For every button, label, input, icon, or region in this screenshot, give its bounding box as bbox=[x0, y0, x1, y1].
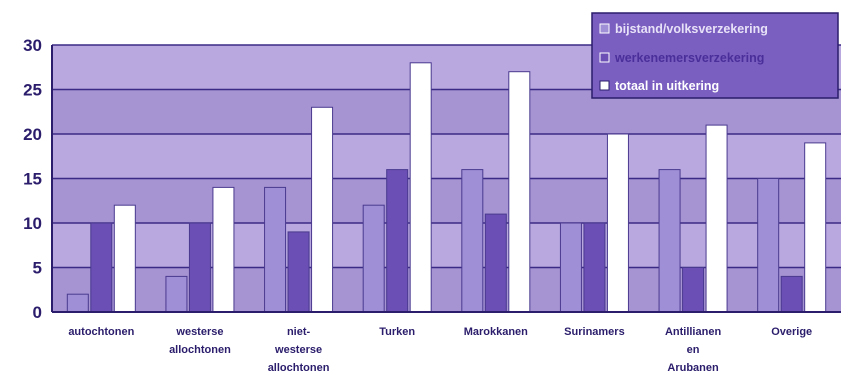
y-tick-label: 25 bbox=[23, 81, 42, 100]
category-label: Antillianen en Arubanen bbox=[665, 326, 722, 374]
legend-box bbox=[591, 12, 839, 99]
bar-totaal bbox=[508, 71, 531, 313]
y-tick-label: 20 bbox=[23, 125, 42, 144]
bar-werkenemers bbox=[386, 169, 409, 313]
legend-swatch-werkenemers bbox=[599, 52, 610, 63]
bar-werkenemers bbox=[780, 275, 803, 313]
category-label: niet-westerse allochtonen bbox=[268, 326, 330, 374]
legend-item-werkenemers: werkenemersverzekering bbox=[599, 51, 764, 65]
bar-werkenemers bbox=[287, 231, 310, 313]
bar-totaal bbox=[606, 133, 629, 313]
bar-bijstand bbox=[66, 293, 89, 313]
bar-bijstand bbox=[757, 178, 780, 313]
bar-totaal bbox=[409, 62, 432, 313]
category-label: Marokkanen bbox=[464, 326, 528, 338]
category-label: Overige bbox=[771, 326, 812, 338]
legend-label-totaal: totaal in uitkering bbox=[615, 79, 719, 93]
legend-swatch-bijstand bbox=[599, 23, 610, 34]
bar-werkenemers bbox=[188, 222, 211, 313]
bars bbox=[66, 62, 827, 313]
y-tick-label: 0 bbox=[33, 303, 42, 322]
bar-bijstand bbox=[658, 169, 681, 313]
category-labels: autochtonen westerse allochtonen niet-weste… bbox=[68, 326, 812, 374]
legend-label-bijstand: bijstand/volksverzekering bbox=[615, 22, 768, 36]
bar-bijstand bbox=[362, 204, 385, 313]
bar-werkenemers bbox=[583, 222, 606, 313]
legend-item-bijstand: bijstand/volksverzekering bbox=[599, 22, 768, 36]
y-tick-label: 10 bbox=[23, 214, 42, 233]
bar-totaal bbox=[212, 186, 235, 313]
bar-bijstand bbox=[559, 222, 582, 313]
bar-totaal bbox=[311, 106, 334, 313]
y-tick-label: 15 bbox=[23, 170, 42, 189]
category-label: westerse allochtonen bbox=[169, 326, 231, 356]
bar-bijstand bbox=[264, 186, 287, 313]
bar-bijstand bbox=[165, 275, 188, 313]
bar-totaal bbox=[804, 142, 827, 313]
category-label: Surinamers bbox=[564, 326, 625, 338]
legend-item-totaal: totaal in uitkering bbox=[599, 79, 719, 93]
bar-werkenemers bbox=[682, 267, 705, 313]
bar-werkenemers bbox=[90, 222, 113, 313]
legend-swatch-totaal bbox=[599, 80, 610, 91]
y-tick-label: 5 bbox=[33, 259, 42, 278]
bar-bijstand bbox=[461, 169, 484, 313]
legend-label-werkenemers: werkenemersverzekering bbox=[614, 51, 764, 65]
bar-totaal bbox=[705, 124, 728, 313]
bar-werkenemers bbox=[484, 213, 507, 313]
y-tick-label: 30 bbox=[23, 36, 42, 55]
legend: bijstand/volksverzekering werkenemersver… bbox=[591, 12, 839, 99]
category-label: Turken bbox=[379, 326, 415, 338]
bar-totaal bbox=[113, 204, 136, 313]
category-label: autochtonen bbox=[68, 326, 134, 338]
y-tick-labels: 0 5 10 15 20 25 30 bbox=[23, 36, 42, 322]
